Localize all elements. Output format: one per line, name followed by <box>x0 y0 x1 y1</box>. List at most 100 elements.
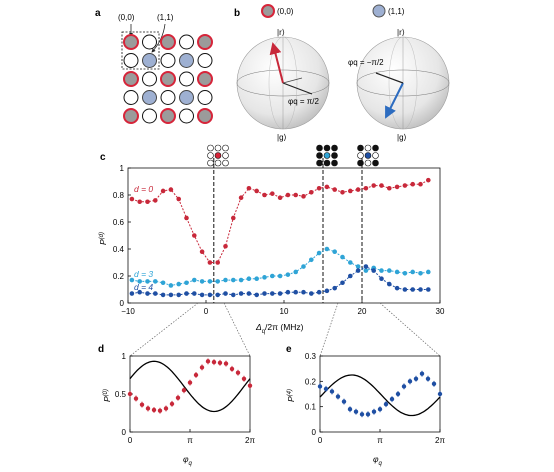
lattice-site <box>197 90 213 105</box>
data-point <box>153 198 158 203</box>
data-point <box>133 396 139 401</box>
data-point <box>371 268 377 273</box>
lattice-grid <box>123 34 213 124</box>
data-point <box>363 268 369 273</box>
data-point <box>235 370 241 375</box>
data-point <box>192 277 197 283</box>
data-point <box>402 287 408 292</box>
data-point <box>231 292 236 298</box>
data-point <box>293 269 299 275</box>
plot-c-frame <box>127 167 441 304</box>
data-point <box>199 292 205 298</box>
lattice-site <box>142 108 157 124</box>
data-point <box>139 402 145 407</box>
mini-site <box>316 152 323 159</box>
phi-left-label: φq = π/2 <box>288 97 319 106</box>
data-point <box>347 407 353 412</box>
data-point <box>324 246 330 252</box>
x-tick-label: 20 <box>358 307 367 316</box>
data-point <box>348 273 353 279</box>
data-point <box>301 264 306 269</box>
mini-lattice-icons <box>207 144 379 167</box>
data-point <box>348 188 353 194</box>
lattice-site <box>179 71 194 87</box>
x-tick-label: 10 <box>280 307 289 316</box>
mini-site <box>214 144 222 152</box>
data-point <box>176 292 181 298</box>
lattice-site <box>142 90 157 105</box>
mini-site <box>372 152 379 159</box>
data-point <box>231 215 236 221</box>
data-point <box>129 196 135 202</box>
data-point <box>223 361 229 366</box>
mini-site <box>316 159 323 167</box>
panel-b: b (0,0) (1,1) |r⟩ |g⟩ φq = π/2 |r⟩ <box>234 4 450 142</box>
y-tick-label: 0.3 <box>305 352 317 361</box>
data-point <box>211 359 217 365</box>
panel-d: d 0 π 2π 0 0.5 1 P(0) φq <box>98 344 255 467</box>
series-label-d3: d = 3 <box>134 269 153 279</box>
data-point <box>277 291 283 296</box>
x-tick-label: 2π <box>435 436 445 445</box>
lattice-site <box>197 108 213 124</box>
x-tick-label: 0 <box>128 436 133 445</box>
data-point <box>193 372 199 378</box>
plot-e-ylabel: P(4) <box>286 389 296 402</box>
x-tick-label: π <box>377 436 383 445</box>
data-point <box>247 383 253 388</box>
bloch-sphere-right: |r⟩ |g⟩ φq = −π/2 <box>348 28 450 142</box>
lattice-site <box>197 34 213 50</box>
y-tick-label: 0.2 <box>113 272 125 281</box>
lattice-site <box>179 108 194 124</box>
data-point <box>223 277 228 283</box>
data-point <box>129 291 135 296</box>
mini-site <box>331 159 338 167</box>
data-point <box>270 273 275 279</box>
data-point <box>262 291 267 296</box>
data-point <box>176 281 181 287</box>
data-point <box>192 291 197 296</box>
data-point <box>413 376 419 381</box>
panel-e-label: e <box>286 344 292 355</box>
y-tick-label: 0.2 <box>305 377 317 386</box>
data-point <box>340 280 345 286</box>
fit-curve <box>319 374 441 417</box>
data-point <box>324 184 330 190</box>
data-point <box>285 289 291 295</box>
data-point <box>254 188 259 194</box>
mini-site <box>222 159 229 167</box>
data-point <box>301 289 306 295</box>
data-point <box>323 386 329 392</box>
data-point <box>348 260 353 265</box>
phi-right-label: φq = −π/2 <box>348 58 384 67</box>
y-tick-label: 0.6 <box>113 218 125 227</box>
data-point <box>309 291 314 296</box>
data-point <box>309 257 314 263</box>
phase-vector-right <box>375 72 404 84</box>
data-point <box>246 276 252 282</box>
mini-site <box>357 152 364 159</box>
sphere-right-top-state: |r⟩ <box>397 28 405 37</box>
data-point <box>394 285 400 291</box>
y-tick-label: 0.8 <box>113 191 125 200</box>
lattice-site <box>179 53 194 68</box>
data-point <box>137 199 142 205</box>
data-point <box>262 275 267 280</box>
data-point <box>335 394 341 399</box>
data-point <box>160 292 166 298</box>
data-point <box>418 181 423 187</box>
plot-c-series <box>129 177 431 298</box>
data-point <box>160 280 166 286</box>
data-point <box>241 376 247 381</box>
mini-site <box>372 159 379 167</box>
data-point <box>184 291 189 296</box>
series-label-d0: d = 0 <box>134 184 153 194</box>
data-point <box>437 391 443 397</box>
data-point <box>394 269 400 275</box>
data-point <box>309 190 314 195</box>
data-point <box>418 287 423 292</box>
data-point <box>340 254 345 260</box>
lattice-site <box>142 53 157 68</box>
